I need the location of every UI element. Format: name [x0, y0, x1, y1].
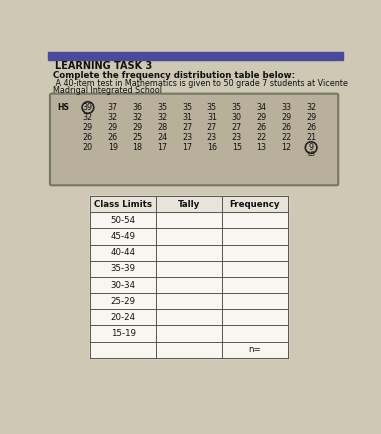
Text: Tally: Tally	[178, 200, 200, 209]
Text: 29: 29	[281, 113, 291, 122]
Text: 29: 29	[306, 113, 316, 122]
Text: 23: 23	[232, 133, 242, 142]
Text: 15-19: 15-19	[111, 329, 136, 338]
Text: Class Limits: Class Limits	[94, 200, 152, 209]
Text: 20-24: 20-24	[110, 313, 136, 322]
Text: HS: HS	[57, 103, 69, 112]
Text: 30: 30	[232, 113, 242, 122]
Text: n=: n=	[248, 345, 261, 354]
Text: 26: 26	[306, 123, 316, 132]
Bar	[90, 196, 288, 358]
Text: 50-54: 50-54	[110, 216, 136, 225]
Text: 16: 16	[207, 143, 217, 152]
Text: 9: 9	[309, 143, 314, 152]
Text: 45-49: 45-49	[111, 232, 136, 241]
Text: 27: 27	[182, 123, 192, 132]
Text: 17: 17	[157, 143, 167, 152]
Text: LEARNING TASK 3: LEARNING TASK 3	[55, 61, 153, 71]
Text: 27: 27	[207, 123, 217, 132]
Text: A 40-item test in Mathematics is given to 50 grade 7 students at Vicente: A 40-item test in Mathematics is given t…	[53, 79, 348, 88]
Text: LS: LS	[307, 151, 315, 158]
Text: 26: 26	[256, 123, 267, 132]
Text: Madrigal Integrated School: Madrigal Integrated School	[53, 86, 162, 95]
Text: 31: 31	[182, 113, 192, 122]
Text: 20: 20	[83, 143, 93, 152]
Text: 35-39: 35-39	[111, 264, 136, 273]
Text: Frequency: Frequency	[230, 200, 280, 209]
Text: 12: 12	[281, 143, 291, 152]
Text: 33: 33	[281, 103, 291, 112]
Text: 17: 17	[182, 143, 192, 152]
Text: 23: 23	[182, 133, 192, 142]
Text: Complete the frequency distribution table below:: Complete the frequency distribution tabl…	[53, 72, 295, 80]
FancyBboxPatch shape	[50, 94, 338, 185]
Text: 36: 36	[133, 103, 142, 112]
Text: 13: 13	[256, 143, 267, 152]
Text: 18: 18	[133, 143, 142, 152]
Text: 35: 35	[232, 103, 242, 112]
Bar	[48, 52, 343, 60]
Text: 23: 23	[207, 133, 217, 142]
Text: 22: 22	[281, 133, 291, 142]
Text: 32: 32	[83, 113, 93, 122]
Text: 32: 32	[108, 113, 118, 122]
Text: 27: 27	[232, 123, 242, 132]
Text: 35: 35	[182, 103, 192, 112]
Text: 31: 31	[207, 113, 217, 122]
Text: 39: 39	[83, 103, 93, 112]
Text: 21: 21	[306, 133, 316, 142]
Text: 29: 29	[107, 123, 118, 132]
Text: 26: 26	[83, 133, 93, 142]
Text: 28: 28	[157, 123, 167, 132]
Text: 32: 32	[133, 113, 142, 122]
Text: 26: 26	[108, 133, 118, 142]
Text: 25-29: 25-29	[111, 297, 136, 306]
Text: 37: 37	[108, 103, 118, 112]
Bar	[90, 196, 288, 212]
Text: 30-34: 30-34	[110, 280, 136, 289]
Text: 29: 29	[83, 123, 93, 132]
Text: 15: 15	[232, 143, 242, 152]
Text: 40-44: 40-44	[110, 248, 136, 257]
Text: 25: 25	[133, 133, 142, 142]
Text: 35: 35	[157, 103, 167, 112]
Text: 29: 29	[133, 123, 142, 132]
Text: 24: 24	[157, 133, 167, 142]
Text: 22: 22	[256, 133, 267, 142]
Text: 32: 32	[157, 113, 167, 122]
Text: 34: 34	[256, 103, 267, 112]
Text: 19: 19	[108, 143, 118, 152]
Text: 26: 26	[281, 123, 291, 132]
Text: 32: 32	[306, 103, 316, 112]
Text: 29: 29	[256, 113, 267, 122]
Text: 35: 35	[207, 103, 217, 112]
